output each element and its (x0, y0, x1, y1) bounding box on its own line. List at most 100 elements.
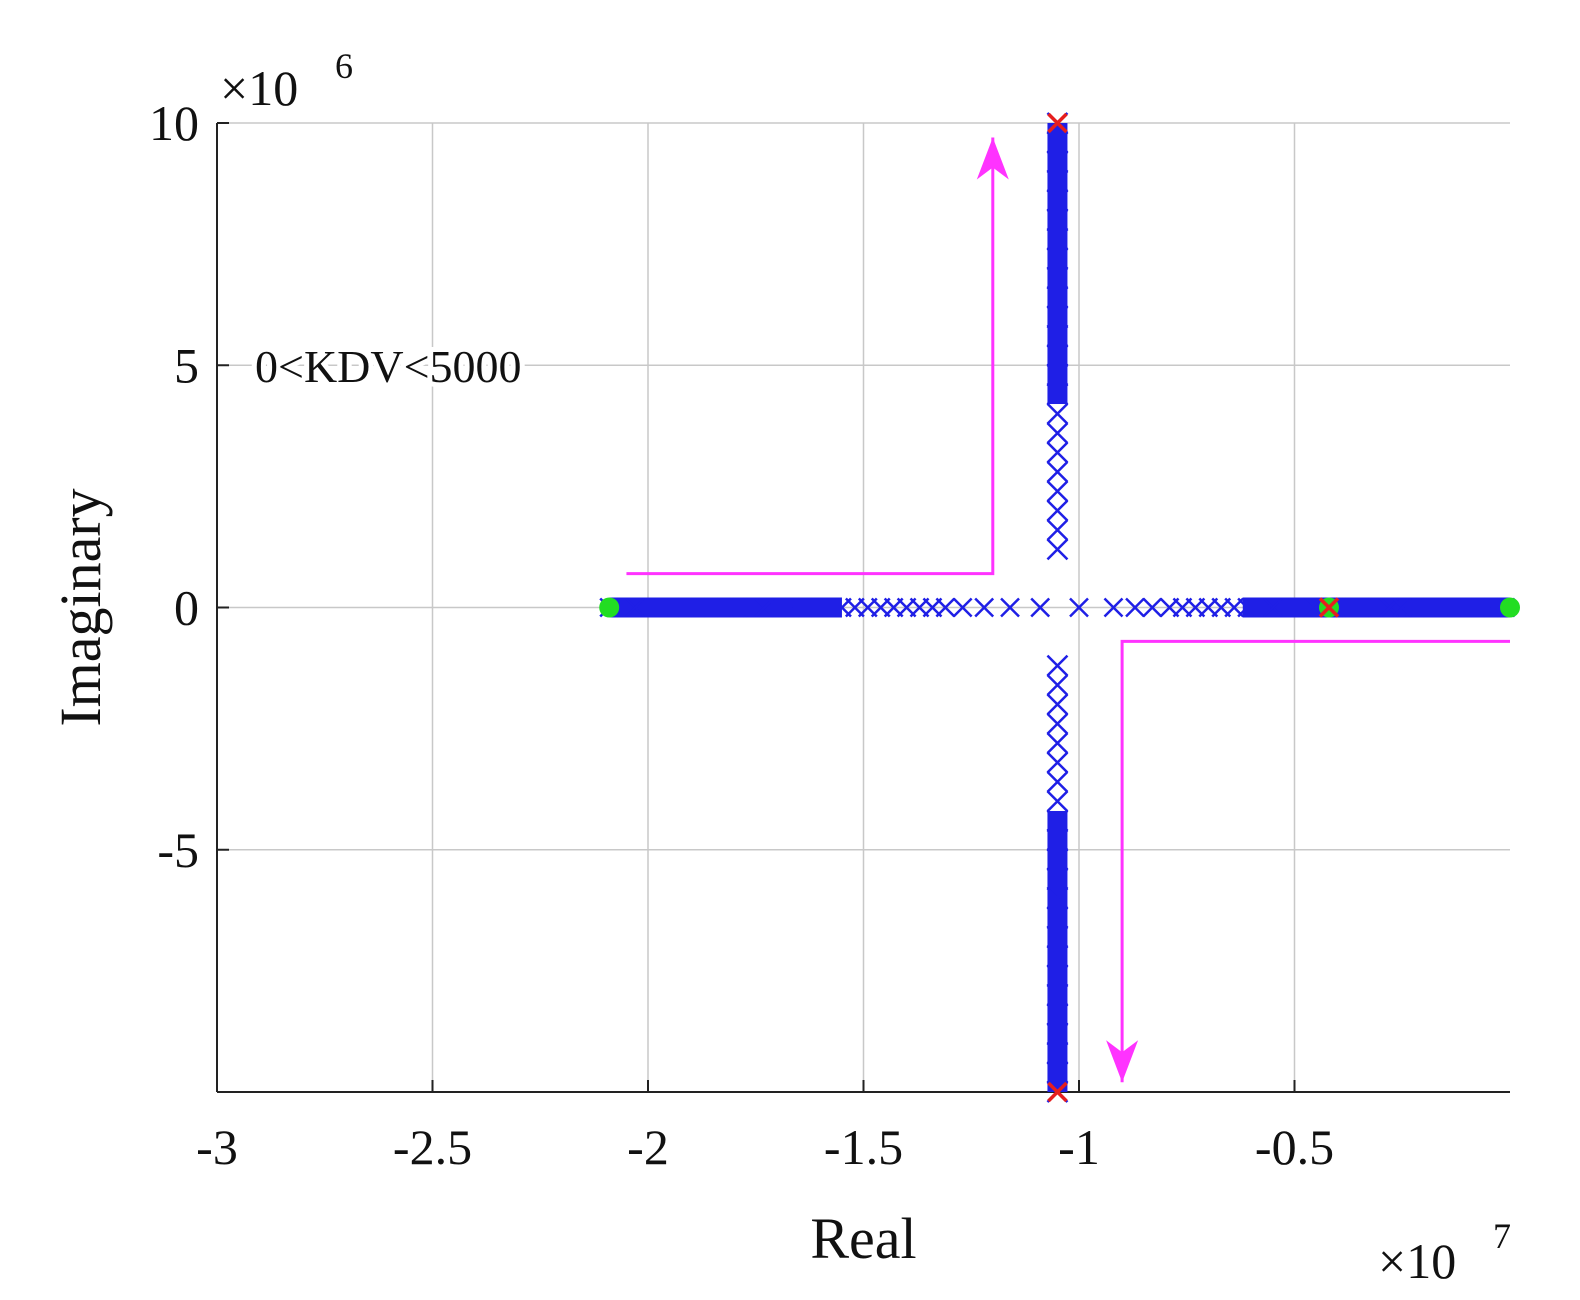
locus-point (1046, 286, 1069, 309)
y-tick-label: 10 (149, 95, 199, 151)
x-marker-stroke (1046, 325, 1069, 348)
x-marker-stroke (1046, 344, 1069, 367)
locus-point (1046, 712, 1069, 735)
locus-point (1046, 364, 1069, 386)
locus-point (1046, 829, 1069, 851)
locus-point (1046, 984, 1069, 1006)
x-marker-stroke (1046, 480, 1069, 503)
x-marker-stroke (1046, 228, 1069, 251)
locus-point (1046, 771, 1069, 793)
x-marker-stroke (1046, 771, 1069, 793)
x-marker-stroke (1046, 867, 1069, 890)
locus-point (1046, 267, 1069, 289)
locus-point (1046, 867, 1069, 890)
x-marker-stroke (1046, 732, 1069, 755)
pole-marker (1318, 597, 1340, 618)
locus-point (1046, 209, 1069, 231)
x-marker-stroke (1046, 693, 1069, 716)
x-marker-stroke (1069, 597, 1089, 618)
zero-marker (1500, 597, 1520, 618)
x-marker-stroke (974, 597, 995, 618)
x-marker-stroke (1046, 1042, 1069, 1065)
x-marker-stroke (1046, 751, 1069, 774)
x-marker-stroke (1046, 499, 1069, 522)
x-axis-label: Real (810, 1206, 916, 1271)
x-marker-stroke (1046, 383, 1069, 406)
locus-point (1046, 325, 1069, 348)
locus-point (1046, 228, 1069, 251)
x-marker-stroke (1046, 964, 1069, 987)
x-marker-stroke (1046, 674, 1069, 696)
locus-point (1046, 170, 1069, 193)
locus-point (1103, 597, 1124, 618)
x-tick-label: -2.5 (393, 1119, 472, 1175)
x-exponent-label: ×10 (1378, 1233, 1456, 1289)
x-marker-stroke (1046, 538, 1069, 561)
x-marker-stroke (1142, 597, 1163, 618)
locus-point (1046, 809, 1069, 832)
locus-markers (599, 112, 1520, 1103)
x-marker-stroke (1046, 519, 1069, 541)
locus-point (1046, 499, 1069, 522)
x-marker-stroke (1046, 460, 1069, 483)
locus-point (1046, 480, 1069, 503)
locus-point (1142, 597, 1163, 618)
x-marker-stroke (1046, 790, 1069, 813)
locus-point (1046, 1042, 1069, 1065)
x-tick-label: -1 (1058, 1119, 1100, 1175)
x-exponent-power: 7 (1493, 1216, 1511, 1256)
locus-point (1046, 693, 1069, 716)
locus-point (1046, 945, 1069, 968)
x-marker-stroke (1046, 286, 1069, 309)
locus-point (1069, 597, 1089, 618)
x-marker-stroke (1046, 848, 1069, 871)
locus-point (952, 597, 973, 618)
chart-text: -3 -2.5 -2 -1.5 -1 -0.5 10 5 0 -5 Real Imaginary ×10… (48, 46, 1511, 1289)
x-marker-stroke (1047, 112, 1068, 134)
x-marker-stroke (1046, 305, 1069, 328)
locus-point (935, 597, 956, 618)
x-marker-stroke (1046, 906, 1069, 929)
locus-point (1046, 1003, 1069, 1026)
locus-point (1046, 1061, 1069, 1084)
x-marker-stroke (1046, 422, 1069, 444)
y-axis-label: Imaginary (48, 488, 113, 726)
x-marker-stroke (1046, 170, 1069, 193)
locus-point (974, 597, 995, 618)
locus-point (1046, 751, 1069, 774)
x-tick-label: -3 (196, 1119, 238, 1175)
locus-point (1046, 906, 1069, 929)
locus-point (1046, 150, 1069, 173)
locus-point (1046, 422, 1069, 444)
direction-arrows (626, 137, 1510, 1083)
x-marker-stroke (1046, 441, 1069, 464)
locus-band-vertical (1047, 810, 1068, 1092)
locus-band-vertical (1047, 123, 1068, 405)
pole-marker (1047, 112, 1068, 134)
pole-marker (1047, 1081, 1068, 1103)
locus-point (1046, 383, 1069, 406)
x-tick-label: -1.5 (824, 1119, 903, 1175)
x-marker-stroke (1046, 809, 1069, 832)
direction-arrow-head (1106, 1040, 1139, 1083)
locus-point (1046, 654, 1069, 677)
direction-arrow-line (1120, 639, 1510, 1083)
y-exponent-power: 6 (335, 46, 353, 86)
locus-point (1046, 460, 1069, 483)
locus-point (1046, 441, 1069, 464)
locus-point (1030, 597, 1051, 618)
x-marker-stroke (1046, 926, 1069, 948)
x-marker-stroke (1103, 597, 1124, 618)
x-marker-stroke (1046, 189, 1069, 212)
x-marker-stroke (1046, 1022, 1069, 1045)
locus-point (1046, 247, 1069, 270)
x-marker-stroke (1046, 984, 1069, 1006)
locus-point (1046, 887, 1069, 910)
x-marker-stroke (1046, 887, 1069, 910)
x-marker-stroke (1047, 1081, 1068, 1103)
x-marker-stroke (1046, 209, 1069, 231)
locus-point (1046, 344, 1069, 367)
x-marker-stroke (1046, 1061, 1069, 1084)
x-marker-stroke (1000, 597, 1020, 618)
